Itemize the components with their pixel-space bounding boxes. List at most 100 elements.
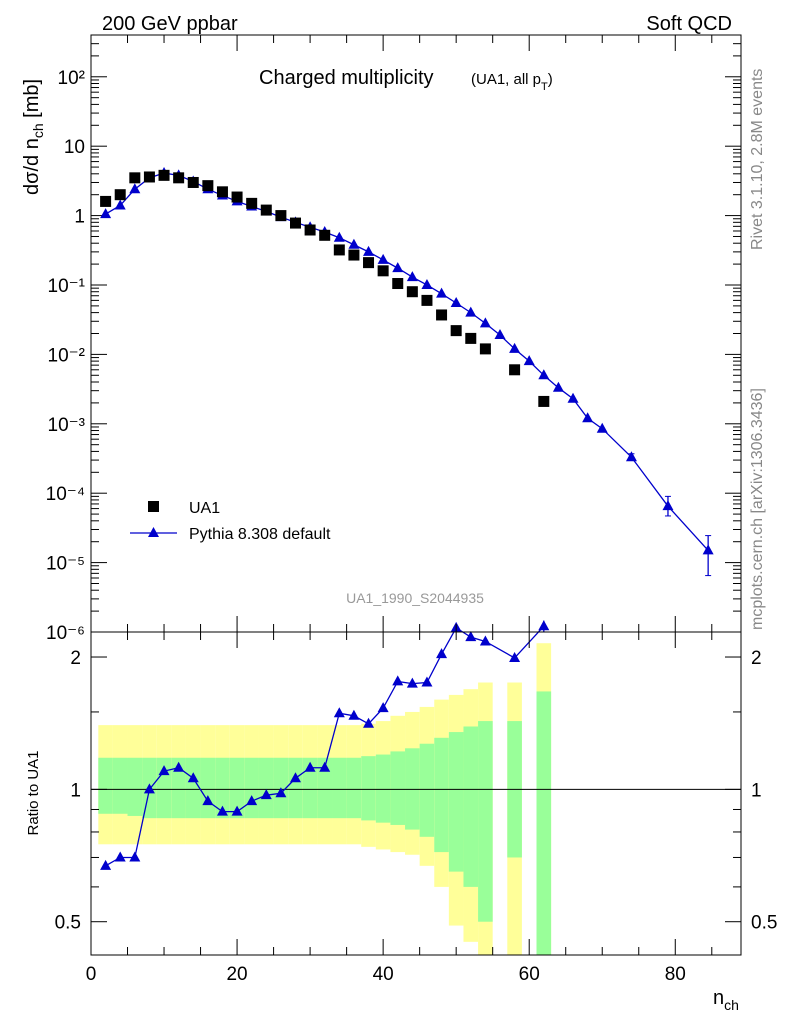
ratio-band-inner	[302, 757, 318, 819]
data-point	[333, 244, 345, 256]
ratio-mc-point	[509, 651, 521, 662]
ratio-mc-point	[377, 702, 389, 713]
mcplots-reference-label: mcplots.cern.ch [arXiv:1306.3436]	[749, 388, 766, 630]
mc-point	[333, 231, 345, 242]
x-tick-label: 0	[86, 964, 97, 985]
ratio-band-inner	[361, 756, 376, 821]
ratio-mc-point	[363, 717, 375, 728]
ratio-mc-point	[100, 859, 112, 870]
ratio-band-inner	[229, 757, 245, 819]
mc-point	[129, 183, 141, 194]
mc-point	[538, 369, 550, 380]
data-point	[246, 197, 258, 209]
ratio-mc-point	[421, 676, 433, 687]
ratio-y-tick-label-right: 0.5	[751, 913, 777, 934]
main-panel: 10⁻⁶ 10⁻⁵ 10⁻⁴ 10⁻³ 10⁻² 10⁻¹ 1 10 10² Charged m…	[21, 34, 742, 644]
ratio-mc-point	[348, 709, 360, 720]
ratio-y-tick-label: 2	[70, 648, 81, 669]
mc-point	[392, 262, 404, 273]
main-y-tick-label: 10²	[58, 68, 85, 89]
data-point	[202, 180, 214, 192]
data-point	[100, 195, 112, 207]
mc-line	[105, 172, 709, 551]
mc-point	[479, 317, 491, 328]
main-y-axis-label: dσ/d nch [mb]	[21, 79, 46, 195]
mc-point	[450, 297, 462, 308]
mc-point	[702, 544, 714, 555]
ratio-y-tick-label-right: 2	[751, 648, 762, 669]
data-point	[260, 204, 272, 216]
ratio-y-tick-label: 0.5	[55, 913, 81, 934]
ratio-band-inner	[478, 721, 493, 922]
ratio-mc-point	[538, 620, 550, 631]
ratio-uncertainty-bands	[98, 643, 552, 955]
ratio-mc-point	[406, 677, 418, 688]
ratio-panel: 0.5 0.5 1 1 2 2 Ratio to UA1	[25, 620, 777, 956]
header-energy-label: 200 GeV ppbar	[102, 13, 238, 35]
ratio-band-inner	[200, 757, 216, 819]
ratio-mc-point	[304, 761, 316, 772]
data-point	[436, 309, 448, 321]
ratio-mc-point	[289, 772, 301, 783]
ratio-band-inner	[215, 757, 230, 819]
ratio-band-inner	[244, 757, 259, 819]
ratio-band-inner	[390, 751, 406, 825]
mc-point	[114, 199, 126, 210]
ratio-band-inner	[98, 757, 113, 814]
data-point	[406, 286, 418, 298]
ratio-mc-point	[260, 789, 272, 800]
ratio-mc-point	[246, 795, 258, 806]
ratio-band-inner	[112, 757, 128, 814]
main-y-tick-label: 10⁻⁴	[46, 484, 85, 505]
main-y-tick-label: 10⁻¹	[48, 276, 86, 297]
main-y-axis: 10⁻⁶ 10⁻⁵ 10⁻⁴ 10⁻³ 10⁻² 10⁻¹ 1 10 10²	[46, 34, 741, 644]
chart-title-subtitle: (UA1, all pT)	[471, 71, 553, 93]
ratio-y-tick-label-right: 1	[751, 780, 762, 801]
ratio-band-inner	[185, 757, 201, 819]
x-tick-label: 60	[519, 964, 540, 985]
ratio-mc-point	[319, 761, 331, 772]
x-tick-label: 40	[373, 964, 394, 985]
data-series-main	[100, 169, 550, 407]
mc-point	[406, 271, 418, 282]
data-point	[319, 229, 331, 241]
ratio-band-inner	[434, 737, 449, 853]
mc-point	[377, 253, 389, 264]
ratio-band-inner	[463, 726, 479, 887]
main-y-tick-label: 10⁻³	[48, 415, 86, 436]
ratio-band-inner	[536, 691, 552, 955]
ratio-mc-point	[333, 707, 345, 718]
ratio-frame	[90, 631, 742, 956]
x-axis-label: nch	[713, 987, 739, 1013]
main-y-tick-label: 10	[64, 137, 85, 158]
mc-point	[509, 342, 521, 353]
data-point	[509, 364, 521, 376]
ratio-mc-point	[202, 795, 214, 806]
data-point	[465, 332, 477, 344]
ratio-mc-point	[187, 772, 199, 783]
main-y-tick-label: 10⁻⁵	[46, 554, 85, 575]
data-point	[479, 343, 491, 355]
data-point	[538, 395, 550, 407]
data-point	[216, 186, 228, 198]
ratio-y-axis-label: Ratio to UA1	[25, 750, 42, 835]
ratio-mc-point	[392, 675, 404, 686]
ratio-band-inner	[171, 757, 186, 819]
data-point	[363, 257, 375, 269]
legend-marker-mc	[148, 527, 159, 537]
data-point	[348, 249, 360, 261]
ratio-mc-point	[231, 805, 243, 816]
ratio-band-inner	[346, 757, 362, 819]
ratio-mc-point	[114, 851, 126, 862]
ratio-band-inner	[127, 757, 143, 816]
mc-point	[582, 412, 594, 423]
legend-label-data: UA1	[189, 500, 220, 517]
data-point	[231, 191, 243, 203]
mc-point	[421, 278, 433, 289]
data-point	[114, 189, 126, 201]
mc-point	[625, 451, 637, 462]
x-axis: 0 20 40 60 80	[86, 35, 713, 985]
rivet-version-label: Rivet 3.1.10, 2.8M events	[749, 69, 766, 250]
data-point	[304, 224, 316, 236]
